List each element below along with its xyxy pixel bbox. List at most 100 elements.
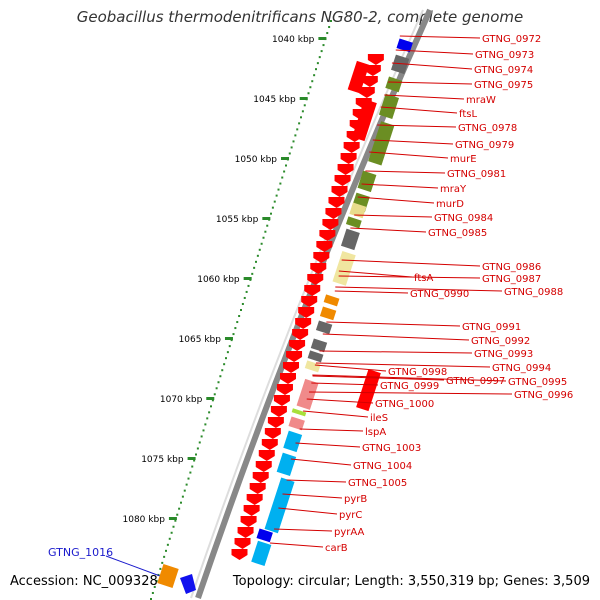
gene-label[interactable]: GTNG_0997 [446,376,505,387]
gene-label[interactable]: GTNG_1003 [362,443,421,454]
scale-tick [243,277,252,280]
gene-label[interactable]: GTNG_0981 [447,169,506,180]
ruler-dot [290,146,293,149]
gene-labels: GTNG_0972 GTNG_0973 GTNG_0974 GTNG_0975 mraW… [269,34,573,554]
gene-arrow [319,230,336,241]
gene-leader [391,62,473,70]
gene-label[interactable]: carB [325,543,348,554]
ruler-dot [241,302,244,305]
gene-label[interactable]: GTNG_0993 [474,349,533,360]
gene-label[interactable]: GTNG_1005 [348,478,407,489]
ruler-dot [180,501,182,504]
gene-leader [282,493,343,499]
genome-backbone-inner [190,9,424,599]
gene-label[interactable]: pyrB [344,494,367,505]
ruler-dot [264,230,267,233]
gene-label[interactable]: mraY [440,184,467,195]
gene-label[interactable]: GTNG_0985 [428,228,487,239]
gene-arrow [334,175,351,186]
scale-label: 1045 kbp [253,95,296,105]
gene-arrow [246,494,263,505]
gene-leader [341,259,481,267]
gene-label[interactable]: murE [450,154,477,165]
gene-leader [334,290,409,294]
feature-block [283,430,303,453]
gene-leader [357,196,435,204]
gene-leader [388,81,473,85]
scale-label: 1080 kbp [123,515,166,525]
ruler-dot [151,591,154,594]
ruler-dot [198,441,201,444]
gene-arrow [295,318,312,329]
gene-arrow [307,274,324,285]
ruler-dot [187,477,190,480]
gene-label[interactable]: GTNG_0986 [482,262,541,273]
gene-label[interactable]: GTNG_0984 [434,213,493,224]
gene-label[interactable]: GTNG_0973 [475,50,534,61]
ruler-dot [166,543,169,546]
gene-label[interactable]: GTNG_0998 [388,367,447,378]
gene-leader [312,374,507,382]
gene-label[interactable]: GTNG_0990 [410,289,469,300]
gene-label[interactable]: GTNG_0972 [482,34,541,45]
gene-label[interactable]: GTNG_0999 [380,381,439,392]
gene-arrow [231,549,248,560]
feature-block [323,294,340,307]
gene-label[interactable]: ileS [370,413,388,424]
ruler-dot [228,345,231,348]
gene-label[interactable]: GTNG_0992 [471,336,530,347]
gene-label[interactable]: murD [436,199,464,210]
highlight-gene-label[interactable]: GTNG_1016 [48,546,113,559]
gene-leader [309,391,513,395]
ruler-dot [315,68,317,71]
gene-label[interactable]: pyrAA [334,527,364,538]
gene-block [356,369,381,412]
gene-label[interactable]: ftsA [414,273,433,284]
scale-tick [299,97,308,100]
gene-label[interactable]: GTNG_0974 [474,65,533,76]
scale-tick [262,217,271,220]
gene-arrow [313,252,330,263]
gene-label[interactable]: mraW [466,95,496,106]
scale-label: 1065 kbp [179,335,222,345]
ruler-dot [322,44,325,47]
gene-label[interactable]: GTNG_0991 [462,322,521,333]
gene-arrow [364,65,381,76]
ruler-dot [168,537,171,540]
gene-arrow [258,450,275,461]
ruler-dot [219,375,222,378]
gene-label[interactable]: GTNG_1004 [353,461,412,472]
gene-label[interactable]: GTNG_0978 [458,123,517,134]
gene-label[interactable]: GTNG_0996 [514,390,573,401]
gene-label[interactable]: GTNG_0988 [504,287,563,298]
gene-label[interactable]: GTNG_0987 [482,274,541,285]
ruler-dot [294,134,297,137]
gene-label[interactable]: GTNG_0975 [474,80,533,91]
ruler-dot [255,260,257,263]
gene-arrow [298,307,315,318]
gene-leader [384,94,465,100]
scale-tick [187,457,196,460]
gene-label[interactable]: lspA [365,427,386,438]
highlight-block-orange [157,564,179,588]
gene-arrow-track [231,54,384,560]
scale-label: 1055 kbp [216,215,259,225]
gene-label[interactable]: GTNG_0994 [492,363,551,374]
gene-label[interactable]: pyrC [339,510,362,521]
feature-block [385,76,403,93]
gene-label[interactable]: GTNG_0995 [508,377,567,388]
ruler-dot [285,164,287,167]
scale-ruler [150,20,332,600]
ruler-dot [240,309,242,311]
feature-block [340,228,360,251]
ruler-dot [213,393,216,396]
ruler-dot [191,465,194,468]
gene-label[interactable]: GTNG_1000 [375,399,434,410]
ruler-dot [193,459,196,462]
topology-text: Topology: circular; Length: 3,550,319 bp… [232,574,590,589]
gene-label[interactable]: ftsL [459,109,477,120]
gene-label[interactable]: GTNG_0979 [455,140,514,151]
ruler-dot [196,447,199,450]
feature-block [310,338,328,353]
ruler-dot [163,555,166,558]
